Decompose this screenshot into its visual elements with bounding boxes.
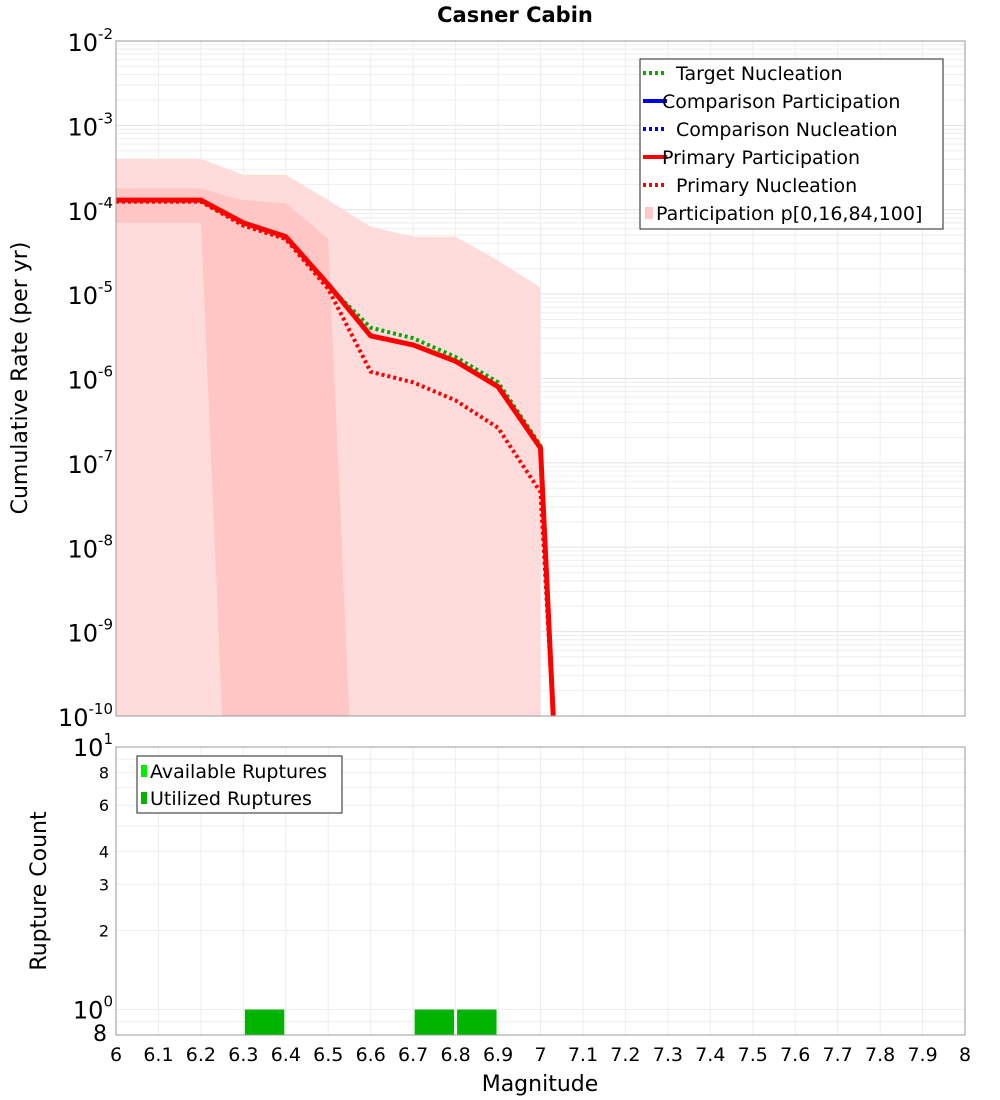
top-y-tick-label: 10-9	[67, 616, 113, 648]
x-tick-label: 7.7	[823, 1044, 853, 1066]
tick-base: 10	[67, 367, 98, 395]
top-y-tick-label: 10-7	[67, 447, 113, 479]
tick-exponent: 1	[103, 730, 113, 748]
top-y-tick-label: 10-3	[67, 109, 113, 141]
bottom-plot-frame	[115, 746, 966, 1036]
top-y-tick-label: 10-2	[67, 25, 113, 57]
bottom-legend: Available Ruptures Utilized Ruptures	[136, 755, 343, 814]
tick-exponent: -5	[98, 278, 113, 296]
tick-exponent: -10	[89, 700, 114, 718]
tick-base: 10	[73, 734, 104, 762]
x-tick-label: 7.2	[610, 1044, 640, 1066]
x-tick-label: 6.7	[398, 1044, 428, 1066]
tick-exponent: -7	[98, 447, 113, 465]
bottom-y-tick-label: 8	[93, 1022, 107, 1047]
series-line-1	[116, 199, 556, 717]
bottom-legend-swatch	[141, 765, 147, 777]
x-tick-label: 6.3	[228, 1044, 258, 1066]
top-y-tick-label: 10-8	[67, 531, 113, 563]
x-tick-label: 8	[959, 1044, 971, 1066]
top-plot-frame	[115, 40, 966, 717]
bottom-y-tick-label: 8	[99, 763, 109, 782]
bottom-legend-box	[136, 755, 343, 814]
tick-exponent: -2	[98, 25, 113, 43]
x-tick-label: 7	[534, 1044, 546, 1066]
x-tick-label: 7.1	[568, 1044, 598, 1066]
tick-base: 10	[67, 535, 98, 563]
top-legend-label: Primary Nucleation	[676, 175, 857, 197]
rupture-count-bars	[244, 1009, 497, 1035]
top-y-tick-label: 10-10	[58, 700, 113, 732]
top-legend-label: Target Nucleation	[675, 63, 843, 85]
tick-exponent: -8	[98, 531, 113, 549]
rupture-bar-2	[457, 1009, 497, 1035]
rate-series-lines	[116, 197, 556, 717]
tick-exponent: -6	[98, 363, 113, 381]
x-tick-label: 7.9	[907, 1044, 937, 1066]
bottom-y-tick-label: 6	[99, 796, 109, 815]
x-tick-label: 7.3	[653, 1044, 683, 1066]
x-tick-label: 6.9	[483, 1044, 513, 1066]
x-tick-label: 6.2	[186, 1044, 216, 1066]
tick-base: 10	[67, 29, 98, 57]
bottom-y-tick-label: 100	[73, 993, 113, 1025]
tick-base: 10	[67, 620, 98, 648]
rupture-bar-1	[414, 1009, 455, 1035]
tick-exponent: -9	[98, 616, 113, 634]
x-axis-label: Magnitude	[482, 1072, 599, 1097]
x-tick-label: 7.5	[738, 1044, 768, 1066]
top-y-tick-label: 10-6	[67, 363, 113, 395]
participation-bands	[116, 158, 541, 717]
top-legend-box	[639, 58, 944, 230]
tick-exponent: -3	[98, 109, 113, 127]
bottom-legend-label: Available Ruptures	[150, 761, 327, 783]
series-line-2	[116, 197, 556, 717]
tick-base: 10	[58, 704, 89, 732]
tick-base: 10	[67, 198, 98, 226]
top-y-tick-label: 10-4	[67, 194, 113, 226]
cumulative-rate-plot: 10-210-310-410-510-610-710-810-910-10 Cu…	[8, 25, 966, 732]
bottom-y-tick-label: 4	[99, 842, 109, 861]
series-line-0	[116, 199, 556, 717]
x-tick-label: 6.8	[440, 1044, 470, 1066]
x-axis-ticks: 6 6.1 6.2 6.3 6.4 6.5 6.6 6.7 6.8 6.9 7 7.1 7.2 7.3 7.…	[110, 1044, 971, 1066]
x-tick-label: 7.8	[865, 1044, 895, 1066]
chart-title: Casner Cabin	[437, 3, 593, 27]
top-legend-label: Primary Participation	[662, 147, 860, 169]
bottom-legend-swatch	[141, 792, 147, 804]
bottom-y-tick-label: 2	[99, 922, 109, 941]
tick-exponent: 0	[103, 993, 113, 1011]
bottom-y-tick-label: 3	[99, 875, 109, 894]
top-y-axis-ticks: 10-210-310-410-510-610-710-810-910-10	[58, 25, 113, 732]
tick-base: 10	[73, 997, 104, 1025]
legend-swatch-band	[645, 207, 653, 219]
top-legend-label: Comparison Nucleation	[676, 119, 898, 141]
top-y-axis-label: Cumulative Rate (per yr)	[8, 242, 33, 515]
top-legend: Target Nucleation Comparison Participatio…	[639, 58, 944, 230]
tick-exponent: -4	[98, 194, 113, 212]
bottom-y-axis-label: Rupture Count	[27, 811, 52, 971]
x-tick-label: 7.6	[780, 1044, 810, 1066]
x-tick-label: 6	[110, 1044, 122, 1066]
top-legend-label: Comparison Participation	[662, 91, 900, 113]
bottom-legend-label: Utilized Ruptures	[150, 788, 312, 810]
x-tick-label: 6.6	[356, 1044, 386, 1066]
x-tick-label: 6.4	[271, 1044, 301, 1066]
x-tick-label: 7.4	[695, 1044, 725, 1066]
bottom-y-tick-label: 101	[73, 730, 113, 762]
top-legend-label: Participation p[0,16,84,100]	[656, 203, 922, 225]
tick-base: 10	[67, 282, 98, 310]
top-y-tick-label: 10-5	[67, 278, 113, 310]
tick-base: 10	[67, 451, 98, 479]
x-tick-label: 6.5	[313, 1044, 343, 1066]
x-tick-label: 6.1	[143, 1044, 173, 1066]
band-1	[116, 188, 350, 717]
rupture-bar-0	[244, 1009, 285, 1035]
tick-base: 10	[67, 113, 98, 141]
